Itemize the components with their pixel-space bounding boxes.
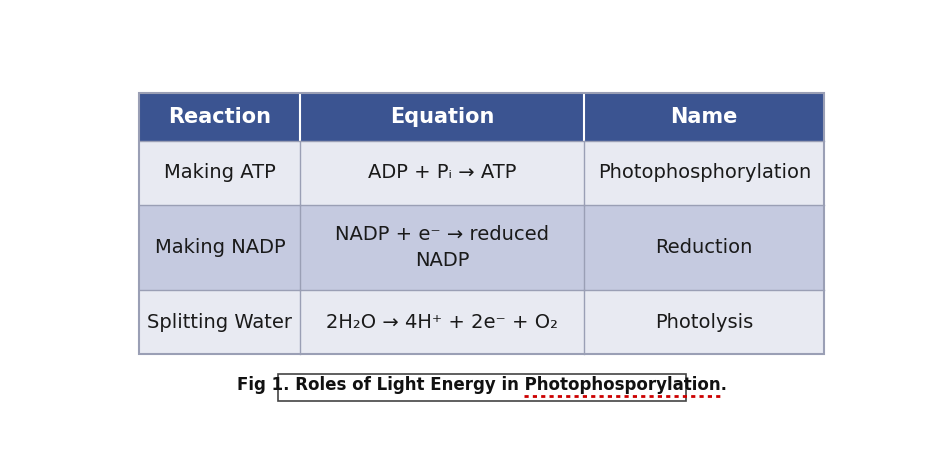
Text: Making NADP: Making NADP [154,238,285,257]
Text: Fig 1. Roles of Light Energy in Photophosporylation.: Fig 1. Roles of Light Energy in Photopho… [237,376,727,394]
Bar [139,291,824,355]
Text: Equation: Equation [390,107,494,127]
Text: Making ATP: Making ATP [164,163,275,182]
Text: NADP + e⁻ → reduced
NADP: NADP + e⁻ → reduced NADP [336,225,549,270]
Text: Reduction: Reduction [655,238,753,257]
Text: ADP + Pᵢ → ATP: ADP + Pᵢ → ATP [368,163,517,182]
Text: Fig 1. Roles of Light Energy in Photophosporylation.: Fig 1. Roles of Light Energy in Photopho… [237,376,727,394]
Bar [139,205,824,291]
Bar [278,374,686,401]
Bar [139,93,824,141]
Text: Name: Name [670,107,738,127]
Text: Photolysis: Photolysis [655,313,754,332]
Text: 2H₂O → 4H⁺ + 2e⁻ + O₂: 2H₂O → 4H⁺ + 2e⁻ + O₂ [326,313,558,332]
Text: Splitting Water: Splitting Water [148,313,292,332]
Text: Photophosphorylation: Photophosphorylation [598,163,811,182]
Bar [139,93,824,355]
Text: Reaction: Reaction [168,107,272,127]
Bar [139,141,824,205]
